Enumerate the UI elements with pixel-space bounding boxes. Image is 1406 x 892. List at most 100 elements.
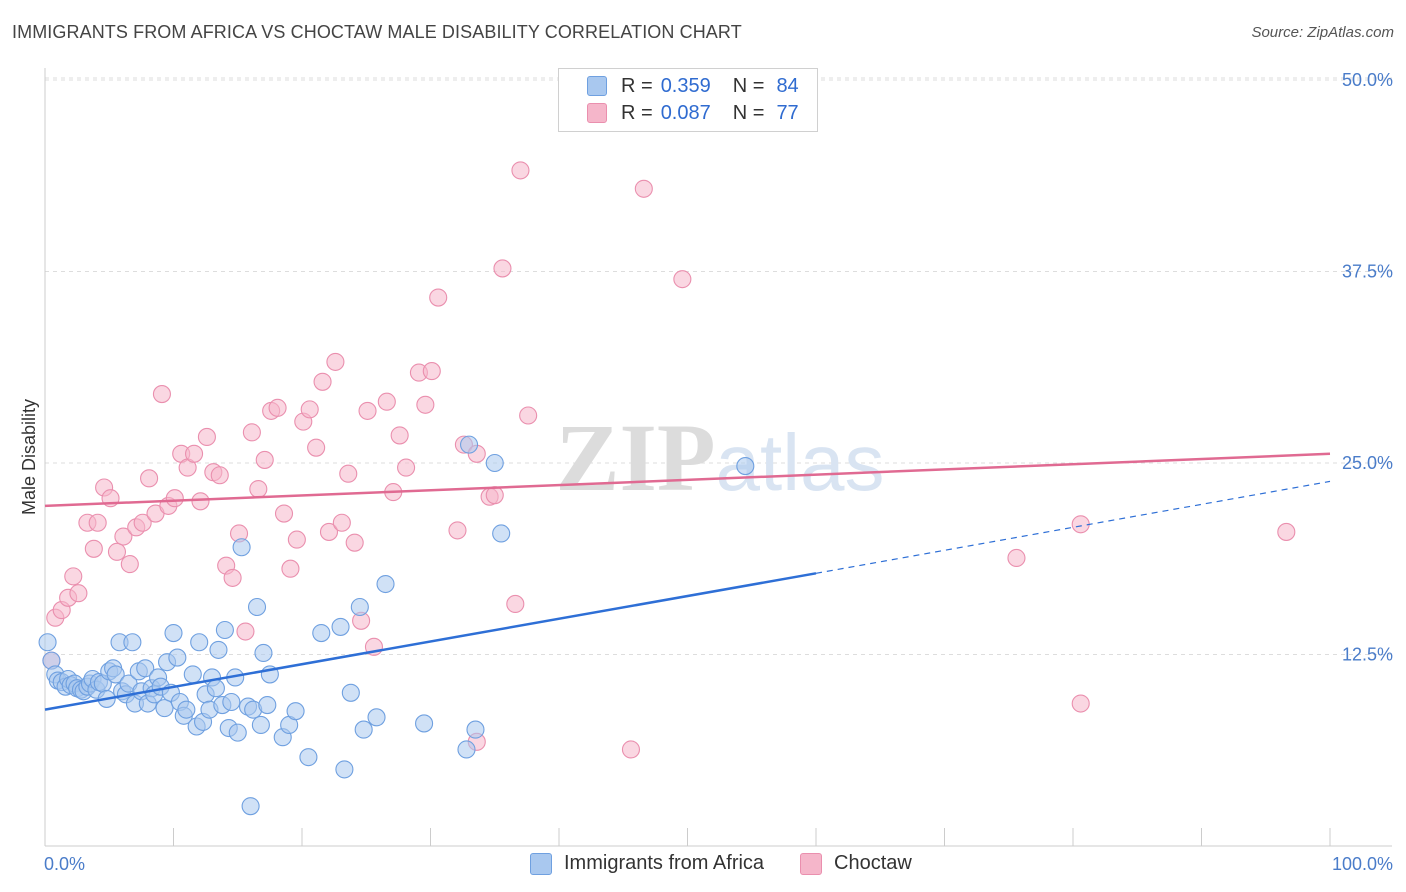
africa-point xyxy=(331,617,350,636)
africa-point xyxy=(251,715,270,735)
choctaw-point xyxy=(140,469,159,488)
choctaw-point xyxy=(345,533,364,552)
choctaw-point xyxy=(358,401,377,420)
y-tick-label: 50.0% xyxy=(1342,70,1393,90)
africa-point xyxy=(492,524,511,543)
choctaw-point xyxy=(313,372,332,391)
africa-point xyxy=(155,699,174,718)
legend-row-choctaw: R = 0.087 N = 77 xyxy=(587,101,799,125)
choctaw-point xyxy=(191,492,210,511)
bottom-legend: Immigrants from Africa Choctaw xyxy=(0,850,1406,880)
africa-point xyxy=(485,453,504,473)
choctaw-point xyxy=(1071,694,1090,713)
choctaw-point xyxy=(485,486,504,505)
choctaw-point xyxy=(339,464,358,483)
africa-point xyxy=(350,597,369,617)
x-tick-labels: 0.0% 100.0% xyxy=(44,854,1393,874)
africa-point xyxy=(228,723,247,742)
africa-point xyxy=(123,633,142,652)
choctaw-point xyxy=(223,568,242,587)
x-tick-label-max: 100.0% xyxy=(1332,854,1393,874)
choctaw-trend-line xyxy=(44,452,1331,508)
source-label: Source: ZipAtlas.com xyxy=(1251,24,1394,41)
legend-r-label: R = xyxy=(621,74,653,97)
choctaw-points xyxy=(42,161,1296,759)
africa-point xyxy=(168,648,187,667)
legend-row-africa: R = 0.359 N = 84 xyxy=(587,74,799,98)
africa-point xyxy=(415,714,434,733)
choctaw-point xyxy=(210,466,229,485)
choctaw-point xyxy=(519,406,538,425)
africa-point xyxy=(183,665,202,684)
africa-point xyxy=(299,748,318,767)
africa-point xyxy=(241,797,260,816)
legend-r-label: R = xyxy=(621,101,653,124)
legend-n-value-africa: 84 xyxy=(776,74,799,97)
legend-swatch-africa xyxy=(587,76,607,96)
choctaw-point xyxy=(506,594,525,613)
choctaw-point xyxy=(165,489,184,508)
choctaw-point xyxy=(429,288,448,307)
watermark: ZIPatlas xyxy=(555,404,884,511)
choctaw-point xyxy=(88,513,107,532)
africa-point xyxy=(247,597,267,617)
choctaw-point xyxy=(84,539,103,558)
choctaw-point xyxy=(332,513,351,532)
bottom-legend-choctaw: Choctaw xyxy=(800,852,912,875)
africa-point xyxy=(459,435,479,454)
choctaw-point xyxy=(107,542,127,561)
choctaw-point xyxy=(493,259,512,278)
bottom-legend-label-africa: Immigrants from Africa xyxy=(564,852,765,874)
africa-point xyxy=(177,700,196,719)
africa-point xyxy=(232,538,251,557)
choctaw-point xyxy=(319,522,339,541)
choctaw-point xyxy=(397,458,416,477)
bottom-legend-swatch-africa xyxy=(530,852,552,875)
choctaw-point xyxy=(287,530,306,549)
legend-swatch-choctaw xyxy=(587,103,607,123)
choctaw-point xyxy=(236,622,255,641)
choctaw-point xyxy=(281,559,300,578)
choctaw-point xyxy=(1277,522,1296,541)
choctaw-point xyxy=(133,513,152,532)
choctaw-point xyxy=(69,584,88,603)
africa-point xyxy=(286,702,305,721)
africa-trend-line xyxy=(44,572,817,711)
axes xyxy=(44,68,1392,847)
africa-point xyxy=(258,696,277,715)
africa-point xyxy=(209,640,228,659)
grid-lines xyxy=(45,77,1392,655)
africa-point xyxy=(312,624,331,643)
choctaw-point xyxy=(1071,515,1090,534)
y-axis-label: Male Disability xyxy=(19,399,39,515)
choctaw-point xyxy=(120,555,139,574)
choctaw-point xyxy=(390,426,409,445)
legend-n-label: N = xyxy=(732,74,765,97)
choctaw-point xyxy=(448,521,467,540)
legend: R = 0.359 N = 84 R = 0.087 N = 77 xyxy=(558,68,818,132)
choctaw-point xyxy=(307,438,326,457)
africa-point xyxy=(376,574,395,594)
choctaw-point xyxy=(673,270,692,289)
bottom-legend-label-choctaw: Choctaw xyxy=(834,852,912,874)
choctaw-point xyxy=(197,427,216,447)
choctaw-point xyxy=(152,385,171,404)
y-tick-label: 25.0% xyxy=(1342,453,1393,473)
legend-r-value-choctaw: 0.087 xyxy=(660,101,711,124)
africa-point xyxy=(341,683,360,702)
africa-point xyxy=(367,708,386,727)
legend-n-label: N = xyxy=(732,101,765,124)
y-tick-label: 37.5% xyxy=(1342,262,1393,282)
trend-lines xyxy=(44,452,1331,711)
choctaw-point xyxy=(377,392,396,411)
choctaw-point xyxy=(300,400,319,419)
choctaw-point xyxy=(274,504,294,523)
legend-n-value-choctaw: 77 xyxy=(776,101,799,124)
africa-point xyxy=(222,692,241,712)
choctaw-point xyxy=(416,395,435,414)
africa-point xyxy=(457,740,476,759)
legend-r-value-africa: 0.359 xyxy=(660,74,711,97)
africa-point xyxy=(164,624,183,643)
choctaw-point xyxy=(114,527,133,546)
